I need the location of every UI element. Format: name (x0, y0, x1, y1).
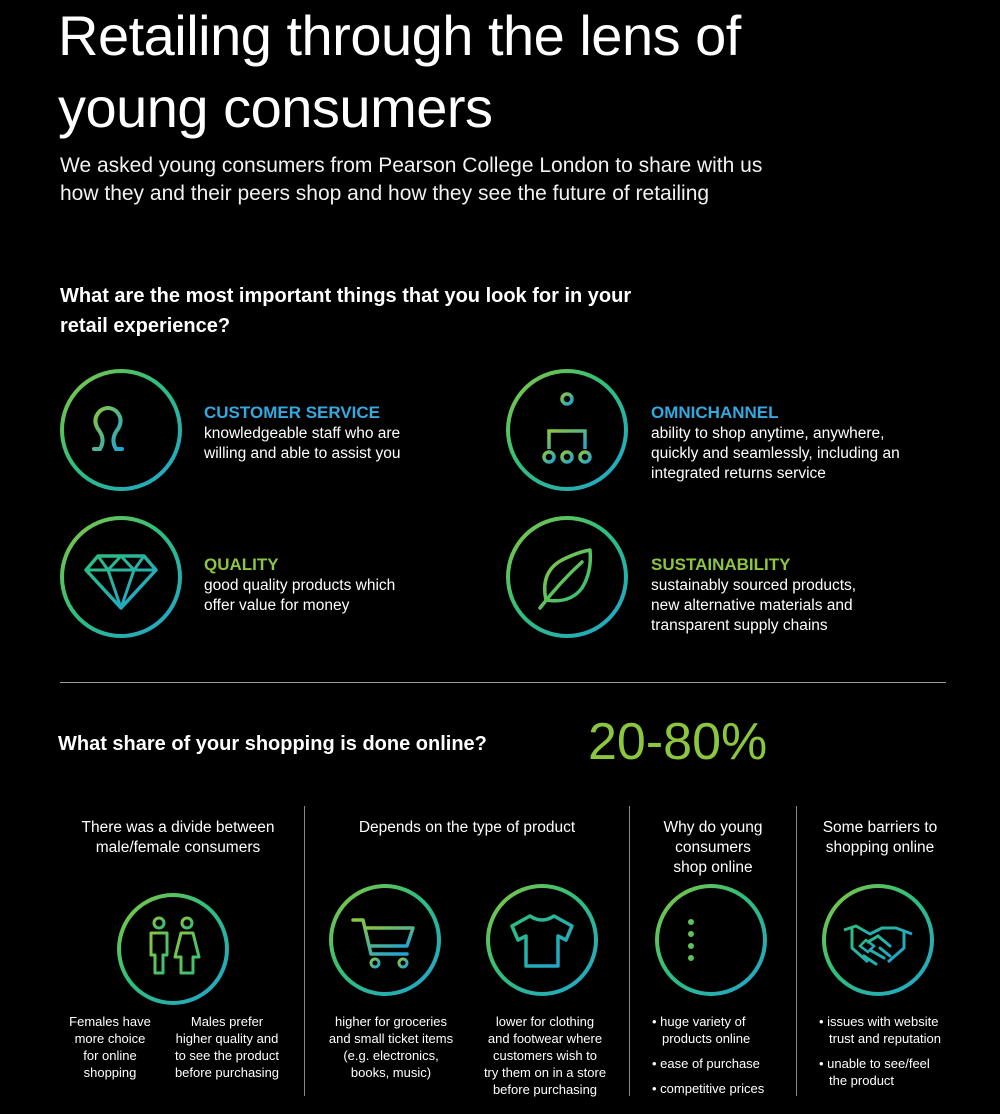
col3-reasons-list: • huge variety of products online • ease… (652, 1013, 792, 1105)
tshirt-icon (486, 884, 598, 996)
col3-heading-line-1: Why do young (663, 819, 763, 836)
list-item: • issues with website trust and reputati… (819, 1013, 969, 1047)
text-line: • issues with website (819, 1014, 939, 1029)
feature-desc-line-1: sustainably sourced products, (651, 577, 857, 594)
title-line-2: young consumers (58, 76, 493, 139)
col4-heading-line-1: Some barriers to (822, 819, 938, 836)
text-line: and footwear where (487, 1031, 603, 1046)
page-subtitle: We asked young consumers from Pearson Co… (60, 152, 940, 208)
list-icon (655, 884, 767, 996)
leaf-icon (506, 516, 628, 638)
col2-groceries-text: higher for groceries and small ticket it… (316, 1013, 466, 1081)
section1-question: What are the most important things that … (60, 281, 820, 341)
feature-desc-line-2: new alternative materials and (651, 597, 853, 614)
text-line: before purchasing (174, 1065, 280, 1080)
feature-desc-line-2: offer value for money (204, 597, 350, 614)
feature-title: SUSTAINABILITY (651, 555, 791, 574)
col1-females-text: Females have more choice for online shop… (62, 1013, 158, 1081)
text-line: shopping (83, 1065, 137, 1080)
diamond-icon (60, 516, 182, 638)
text-line: before purchasing (492, 1082, 598, 1097)
text-line: (e.g. electronics, (343, 1048, 439, 1063)
customer-service-icon (60, 369, 182, 491)
feature-desc-line-2: quickly and seamlessly, including an (651, 445, 900, 462)
col3-heading: Why do young consumers shop online (636, 818, 790, 878)
col4-barriers-list: • issues with website trust and reputati… (819, 1013, 969, 1097)
column-divider (304, 806, 305, 1096)
section2-question: What share of your shopping is done onli… (58, 733, 487, 755)
text-line: • huge variety of (652, 1014, 746, 1029)
text-line: try them on in a store (483, 1065, 607, 1080)
col4-heading: Some barriers to shopping online (803, 818, 957, 858)
section1-question-line-1: What are the most important things that … (60, 285, 632, 307)
feature-quality: QUALITY good quality products which offe… (204, 554, 494, 616)
text-line: books, music) (350, 1065, 432, 1080)
text-line: higher quality and (175, 1031, 279, 1046)
male-female-icon (117, 893, 229, 1005)
feature-title: CUSTOMER SERVICE (204, 403, 381, 422)
text-line: for online (83, 1048, 137, 1063)
list-item: • competitive prices (652, 1081, 765, 1096)
feature-desc-line-2: willing and able to assist you (204, 445, 401, 462)
section1-question-line-2: retail experience? (60, 315, 231, 337)
feature-omnichannel: OMNICHANNEL ability to shop anytime, any… (651, 402, 971, 484)
text-line: and small ticket items (328, 1031, 454, 1046)
text-line: the product (829, 1073, 895, 1088)
shopping-cart-icon (329, 884, 441, 996)
feature-title: QUALITY (204, 555, 279, 574)
col3-heading-line-3: shop online (673, 859, 753, 876)
text-line: to see the product (174, 1048, 280, 1063)
subtitle-line-1: We asked young consumers from Pearson Co… (60, 154, 763, 177)
column-divider (629, 806, 630, 1096)
feature-desc-line-3: transparent supply chains (651, 617, 828, 634)
col1-males-text: Males prefer higher quality and to see t… (163, 1013, 291, 1081)
feature-sustainability: SUSTAINABILITY sustainably sourced produ… (651, 554, 971, 636)
title-line-1: Retailing through the lens of (58, 4, 741, 67)
text-line: higher for groceries (335, 1014, 447, 1029)
col1-heading-line-1: There was a divide between (81, 819, 275, 836)
text-line: • unable to see/feel (819, 1056, 930, 1071)
text-line: more choice (74, 1031, 146, 1046)
feature-desc-line-1: knowledgeable staff who are (204, 425, 401, 442)
text-line: lower for clothing (495, 1014, 595, 1029)
list-item: • ease of purchase (652, 1056, 760, 1071)
col3-heading-line-2: consumers (675, 839, 751, 856)
handshake-icon (822, 884, 934, 996)
page-title: Retailing through the lens of young cons… (58, 0, 958, 144)
feature-desc-line-1: ability to shop anytime, anywhere, (651, 425, 885, 442)
list-item: • unable to see/feel the product (819, 1055, 969, 1089)
col2-heading: Depends on the type of product (358, 819, 576, 836)
text-line: customers wish to (492, 1048, 598, 1063)
text-line: trust and reputation (829, 1031, 942, 1046)
feature-title: OMNICHANNEL (651, 403, 779, 422)
text-line: Males prefer (190, 1014, 264, 1029)
feature-desc-line-3: integrated returns service (651, 465, 826, 482)
section-divider (60, 682, 946, 683)
feature-desc-line-1: good quality products which (204, 577, 396, 594)
subtitle-line-2: how they and their peers shop and how th… (60, 182, 710, 205)
col1-heading: There was a divide between male/female c… (58, 818, 298, 858)
feature-customer-service: CUSTOMER SERVICE knowledgeable staff who… (204, 402, 494, 464)
text-line: Females have (69, 1014, 151, 1029)
online-share-value: 20-80% (588, 713, 768, 771)
text-line: products online (662, 1031, 751, 1046)
col2-clothing-text: lower for clothing and footwear where cu… (470, 1013, 620, 1098)
omnichannel-icon (506, 369, 628, 491)
column-divider (796, 806, 797, 1096)
col1-heading-line-2: male/female consumers (95, 839, 261, 856)
list-item: • huge variety of products online (652, 1013, 792, 1047)
col4-heading-line-2: shopping online (825, 839, 935, 856)
